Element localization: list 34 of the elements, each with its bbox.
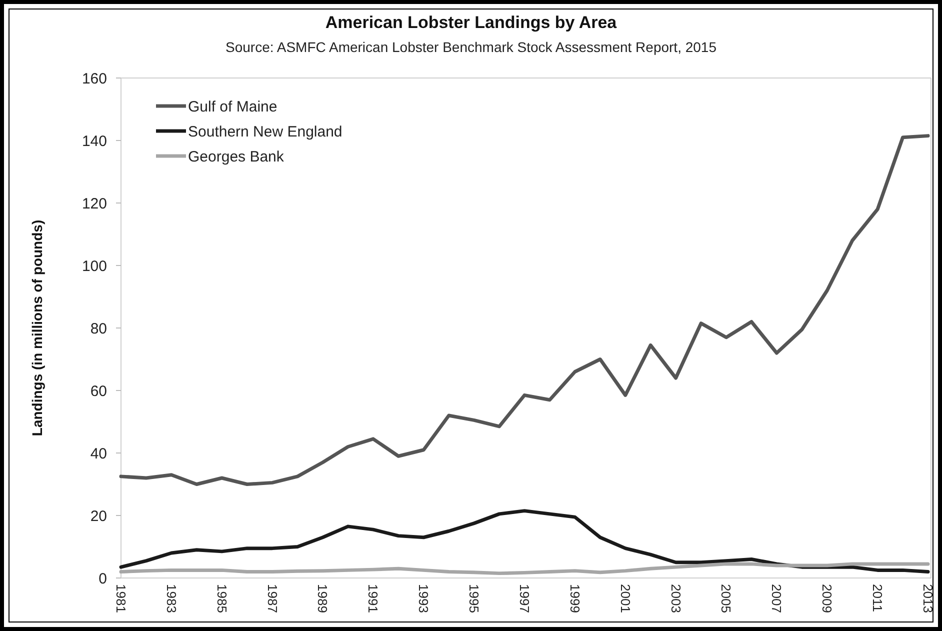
x-tick-label: 1991 xyxy=(366,584,381,613)
x-tick-label: 2009 xyxy=(820,584,835,613)
y-tick-label: 20 xyxy=(90,508,107,525)
x-tick-label: 1989 xyxy=(315,584,330,613)
x-tick-label: 1981 xyxy=(113,584,128,613)
x-tick-label: 2003 xyxy=(668,584,684,613)
y-tick-label: 100 xyxy=(82,258,107,275)
legend-label: Georges Bank xyxy=(188,148,284,166)
x-tick-label: 1985 xyxy=(214,584,230,613)
x-tick-label: 2011 xyxy=(870,584,886,612)
legend-label: Gulf of Maine xyxy=(188,98,278,116)
y-tick-label: 140 xyxy=(82,132,107,150)
x-tick-label: 1995 xyxy=(466,584,482,613)
chart-title: American Lobster Landings by Area xyxy=(325,13,618,32)
x-tick-label: 1987 xyxy=(264,584,280,613)
x-tick-label: 1997 xyxy=(516,584,532,613)
legend-label: Southern New England xyxy=(188,123,342,140)
x-tick-label: 2007 xyxy=(769,584,784,613)
y-tick-label: 120 xyxy=(82,195,107,212)
y-tick-label: 160 xyxy=(82,70,107,88)
x-tick-label: 2001 xyxy=(618,584,633,613)
y-tick-label: 0 xyxy=(98,570,107,588)
x-tick-label: 2013 xyxy=(920,584,936,613)
y-axis-title: Landings (in millions of pounds) xyxy=(29,220,45,436)
line-series xyxy=(119,509,930,574)
y-tick-label: 60 xyxy=(90,382,107,400)
y-tick-label: 40 xyxy=(90,445,107,462)
y-tick-label: 80 xyxy=(90,320,107,338)
x-tick-label: 1999 xyxy=(567,584,582,613)
x-tick-label: 1993 xyxy=(416,584,432,613)
chart-subtitle: Source: ASMFC American Lobster Benchmark Stock Assessment Report, 2015 xyxy=(226,39,717,55)
x-tick-label: 2005 xyxy=(718,584,734,613)
x-tick-label: 1983 xyxy=(164,584,179,613)
line-series xyxy=(119,562,930,576)
